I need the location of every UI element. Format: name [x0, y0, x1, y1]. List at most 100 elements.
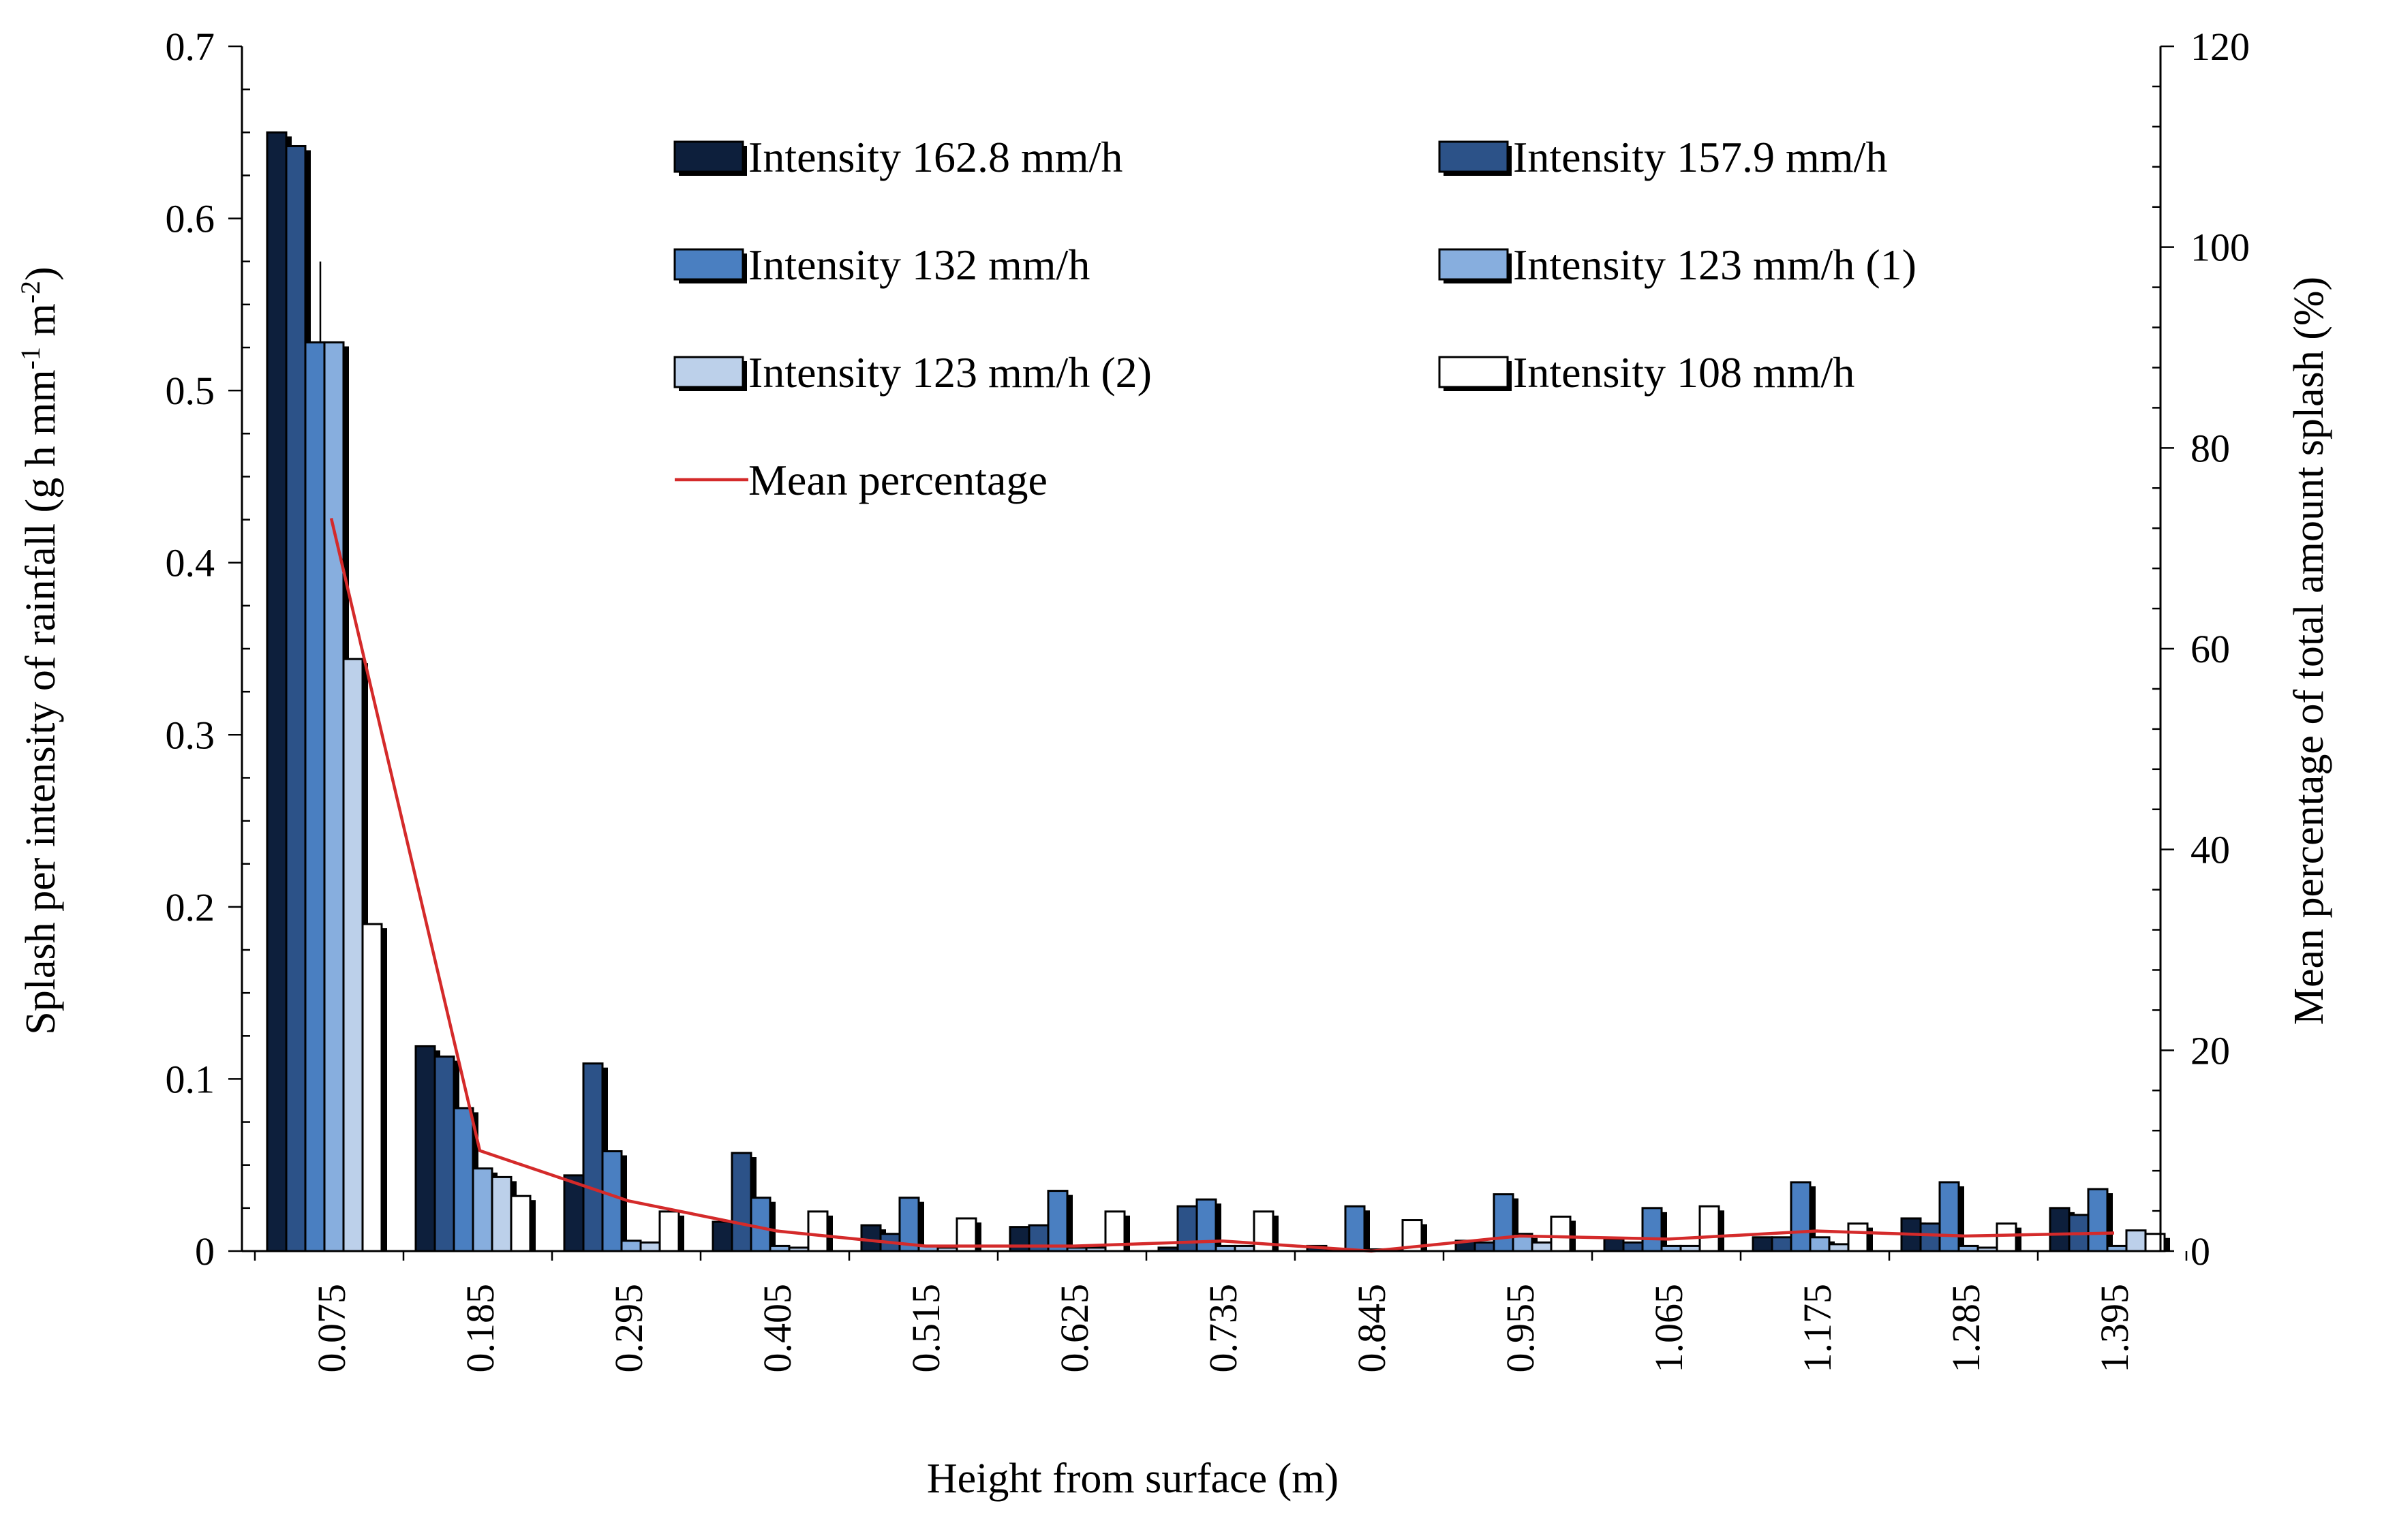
- bar: [2087, 1188, 2109, 1252]
- y-axis-title-sup: -1: [15, 347, 46, 369]
- bar: [601, 1150, 623, 1252]
- bar-shadow: [2163, 1237, 2170, 1251]
- bar: [731, 1152, 752, 1252]
- bar: [712, 1220, 733, 1252]
- bar-shadow: [1512, 1198, 1518, 1251]
- bar: [807, 1210, 829, 1252]
- bar: [491, 1175, 513, 1252]
- y2-tick-label: 120: [2190, 25, 2250, 69]
- y2-tick-label: 80: [2190, 426, 2230, 470]
- legend-label: Intensity 132 mm/h: [748, 241, 1090, 289]
- bar: [582, 1062, 604, 1252]
- bar: [1344, 1205, 1366, 1252]
- tick-labels: 0 0.1 0.2 0.3 0.4 0.5 0.6 0.7 0 20 40 60 80 100 120 0.0…: [166, 25, 2250, 1373]
- bar-shadow: [620, 1155, 627, 1251]
- legend-label: Intensity 157.9 mm/h: [1513, 133, 1887, 181]
- bar-shadow: [677, 1215, 684, 1251]
- x-tick-label: 0.515: [904, 1284, 948, 1373]
- y-tick-label: 0: [195, 1229, 215, 1274]
- bar: [453, 1107, 474, 1252]
- bar: [323, 341, 345, 1252]
- bar: [342, 658, 364, 1252]
- y-tick-label: 0.2: [166, 885, 215, 929]
- y2-tick-label: 40: [2190, 828, 2230, 872]
- bar: [1752, 1236, 1773, 1252]
- bar: [361, 923, 383, 1252]
- bar: [1622, 1241, 1644, 1252]
- bar: [1938, 1181, 1960, 1252]
- bar-shadow: [2106, 1193, 2113, 1251]
- legend-label: Intensity 108 mm/h: [1513, 348, 1854, 397]
- bar-shadow: [1066, 1195, 1073, 1251]
- bar: [620, 1239, 642, 1252]
- y-axis-title-part: Splash per intensity of rainfall (g h mm: [18, 369, 64, 1034]
- bar-shadow: [1123, 1215, 1130, 1251]
- bar: [1698, 1205, 1720, 1252]
- x-tick-label: 0.845: [1349, 1284, 1394, 1373]
- bar-shadow: [1866, 1227, 1873, 1251]
- axes: [228, 45, 2188, 1261]
- bar-shadow: [769, 1201, 776, 1251]
- bar: [1047, 1190, 1069, 1252]
- bar: [2049, 1207, 2071, 1252]
- y-axis-title-part: m: [18, 303, 64, 347]
- y-tick-label: 0.6: [166, 197, 215, 241]
- bar-shadow: [1717, 1210, 1724, 1251]
- bar-shadow: [826, 1215, 833, 1251]
- x-tick-label: 1.285: [1944, 1284, 1988, 1373]
- y-tick-label: 0.3: [166, 713, 215, 757]
- x-tick-label: 1.065: [1647, 1284, 1691, 1373]
- bar-shadow: [1215, 1203, 1221, 1251]
- x-tick-label: 1.395: [2092, 1284, 2137, 1373]
- plot-area: [266, 131, 2170, 1253]
- bar-shadow: [1363, 1210, 1370, 1251]
- bar: [510, 1195, 532, 1252]
- bar-shadow: [1420, 1224, 1427, 1251]
- bar-shadow: [1660, 1212, 1667, 1251]
- x-axis-title: Height from surface (m): [927, 1456, 1339, 1502]
- x-tick-label: 0.185: [458, 1284, 502, 1373]
- bar: [860, 1224, 882, 1252]
- bar: [1771, 1236, 1792, 1252]
- y2-tick-label: 60: [2190, 627, 2230, 671]
- bar: [285, 144, 307, 1252]
- bar: [1996, 1222, 2017, 1252]
- bar: [1809, 1236, 1831, 1252]
- bar: [750, 1197, 772, 1252]
- x-tick-label: 0.295: [607, 1284, 651, 1373]
- legend-label: Mean percentage: [748, 456, 1048, 504]
- legend-label: Intensity 162.8 mm/h: [748, 133, 1123, 181]
- bar: [1919, 1222, 1941, 1252]
- bar-shadow: [529, 1200, 536, 1251]
- y-tick-label: 0.5: [166, 369, 215, 413]
- bar-shadow: [917, 1201, 924, 1251]
- legend-swatch: [673, 356, 744, 388]
- legend-label: Intensity 123 mm/h (1): [1513, 241, 1917, 289]
- bar: [414, 1045, 436, 1252]
- bar: [1531, 1241, 1553, 1252]
- legend-swatch: [1438, 140, 1509, 173]
- bar: [433, 1056, 455, 1252]
- x-tick-label: 0.075: [309, 1284, 354, 1373]
- bar: [1790, 1181, 1812, 1252]
- x-tick-label: 1.175: [1795, 1284, 1839, 1373]
- x-tick-label: 0.625: [1052, 1284, 1097, 1373]
- y-axis-title: Splash per intensity of rainfall (g h mm…: [15, 266, 65, 1034]
- x-tick-label: 0.955: [1498, 1284, 1542, 1373]
- bar: [1474, 1241, 1495, 1252]
- bar: [2125, 1229, 2147, 1252]
- bar-shadow: [380, 928, 387, 1251]
- y2-tick-label: 20: [2190, 1028, 2230, 1073]
- bar: [1603, 1237, 1625, 1252]
- y2-axis-title: Mean percentage of total amount splash (…: [2286, 277, 2332, 1025]
- legend-swatch: [1438, 248, 1509, 281]
- bar: [1847, 1222, 1869, 1252]
- legend-swatch: [673, 248, 744, 281]
- bar: [1493, 1193, 1514, 1252]
- legend: Intensity 162.8 mm/h Intensity 157.9 mm/h…: [673, 133, 1917, 504]
- bar: [472, 1167, 493, 1252]
- y-tick-label: 0.4: [166, 541, 215, 585]
- legend-label: Intensity 123 mm/h (2): [748, 348, 1152, 397]
- bar: [1641, 1207, 1663, 1252]
